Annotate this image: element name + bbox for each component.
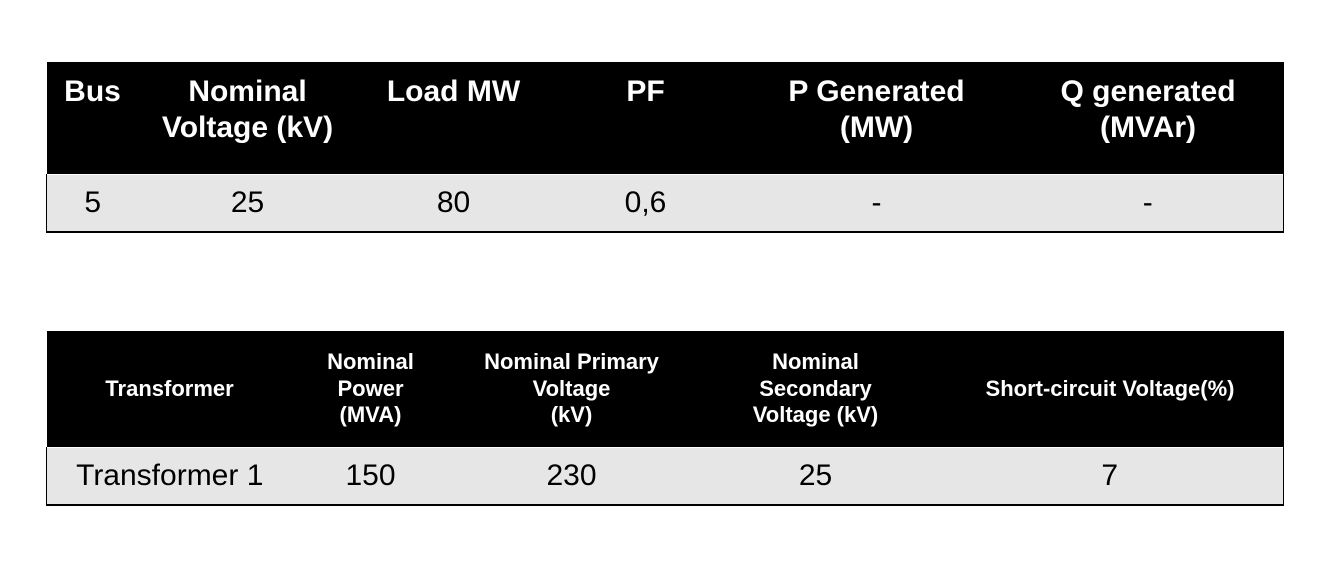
header-transformer-line1: Transformer — [105, 375, 234, 401]
header-bus: Bus — [46, 62, 139, 175]
header-p-generated: P Generated (MW) — [740, 62, 1013, 175]
header-nominal-secondary-voltage: Nominal Secondary Voltage (kV) — [694, 331, 937, 448]
header-q-generated-line2: (MVAr) — [1099, 111, 1197, 144]
cell-q-generated: - — [1012, 174, 1284, 233]
header-nominal-power: Nominal Power (MVA) — [292, 331, 449, 448]
header-nominal-secondary-voltage-line1: Nominal — [772, 349, 859, 375]
header-nominal-voltage-line2: Voltage (kV) — [161, 111, 334, 144]
cell-transformer: Transformer 1 — [46, 447, 293, 506]
transformer-data-table: Transformer Nominal Power (MVA) Nominal … — [46, 331, 1284, 506]
cell-load-mw: 80 — [356, 174, 551, 233]
header-bus-line1: Bus — [64, 75, 121, 108]
bus-header-row: Bus Nominal Voltage (kV) Load MW PF P Ge… — [46, 62, 1284, 175]
header-nominal-power-line3: (MVA) — [339, 402, 402, 428]
cell-nominal-secondary-voltage: 25 — [694, 447, 937, 506]
header-q-generated: Q generated (MVAr) — [1012, 62, 1284, 175]
cell-nominal-primary-voltage: 230 — [448, 447, 695, 506]
header-short-circuit-voltage: Short-circuit Voltage(%) — [936, 331, 1284, 448]
header-p-generated-line2: (MW) — [839, 111, 914, 144]
header-pf-line1: PF — [626, 75, 665, 108]
header-nominal-primary-voltage-line2: Voltage — [532, 375, 611, 401]
cell-p-generated: - — [740, 174, 1013, 233]
table-row: Transformer 1 150 230 25 7 — [46, 447, 1284, 506]
header-nominal-secondary-voltage-line2: Secondary — [759, 375, 872, 401]
header-nominal-secondary-voltage-line3: Voltage (kV) — [752, 402, 879, 428]
header-transformer: Transformer — [46, 331, 293, 448]
cell-pf: 0,6 — [550, 174, 741, 233]
cell-nominal-power: 150 — [292, 447, 449, 506]
transformer-header-row: Transformer Nominal Power (MVA) Nominal … — [46, 331, 1284, 448]
header-nominal-primary-voltage-line3: (kV) — [550, 402, 593, 428]
header-nominal-primary-voltage-line1: Nominal Primary — [484, 349, 659, 375]
cell-short-circuit-voltage: 7 — [936, 447, 1284, 506]
header-load-mw: Load MW — [356, 62, 551, 175]
header-p-generated-line1: P Generated — [788, 75, 965, 108]
header-q-generated-line1: Q generated — [1060, 75, 1236, 108]
header-nominal-voltage-line1: Nominal — [188, 75, 307, 108]
cell-bus: 5 — [46, 174, 139, 233]
header-load-mw-line1: Load MW — [386, 75, 521, 108]
bus-data-table: Bus Nominal Voltage (kV) Load MW PF P Ge… — [46, 62, 1284, 233]
header-nominal-voltage: Nominal Voltage (kV) — [138, 62, 357, 175]
header-nominal-primary-voltage: Nominal Primary Voltage (kV) — [448, 331, 695, 448]
header-nominal-power-line1: Nominal — [327, 349, 414, 375]
cell-nominal-voltage: 25 — [138, 174, 357, 233]
header-short-circuit-voltage-line1: Short-circuit Voltage(%) — [985, 375, 1235, 401]
header-nominal-power-line2: Power — [337, 375, 404, 401]
table-row: 5 25 80 0,6 - - — [46, 174, 1284, 233]
header-pf: PF — [550, 62, 741, 175]
